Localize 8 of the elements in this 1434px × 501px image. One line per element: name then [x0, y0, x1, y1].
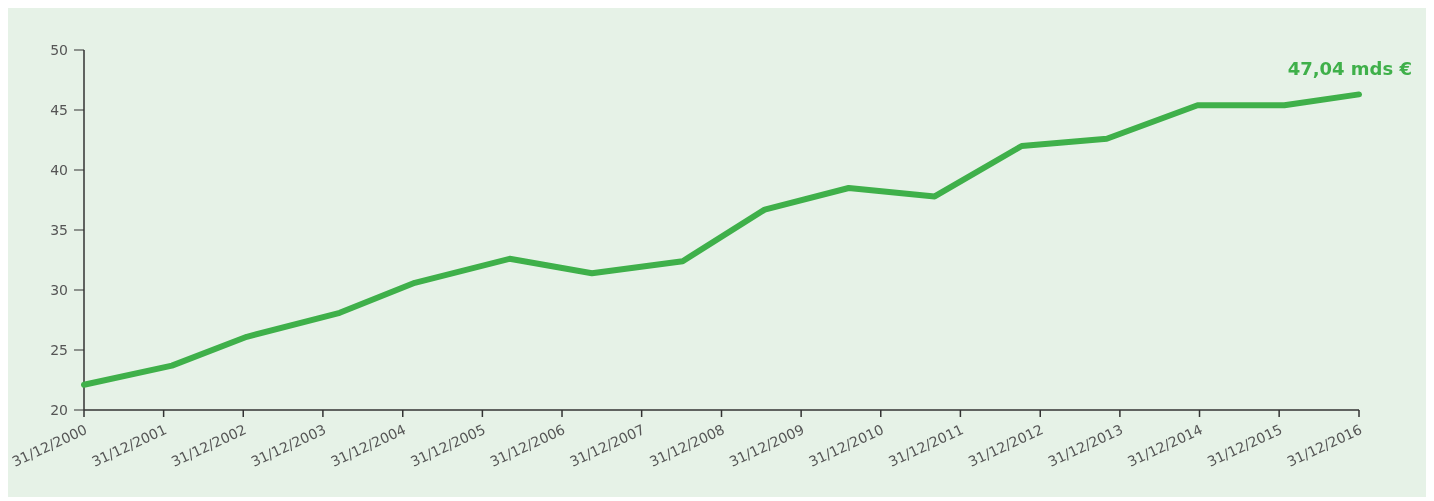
y-tick-label: 40: [50, 161, 68, 178]
y-tick-label: 45: [50, 101, 68, 118]
y-tick-label: 50: [50, 41, 68, 58]
y-tick-label: 30: [50, 281, 68, 298]
annotation: 47,04 mds €: [1287, 58, 1412, 79]
y-tick-label: 25: [50, 341, 68, 358]
y-tick-label: 20: [50, 401, 68, 418]
y-tick-label: 35: [50, 221, 68, 238]
